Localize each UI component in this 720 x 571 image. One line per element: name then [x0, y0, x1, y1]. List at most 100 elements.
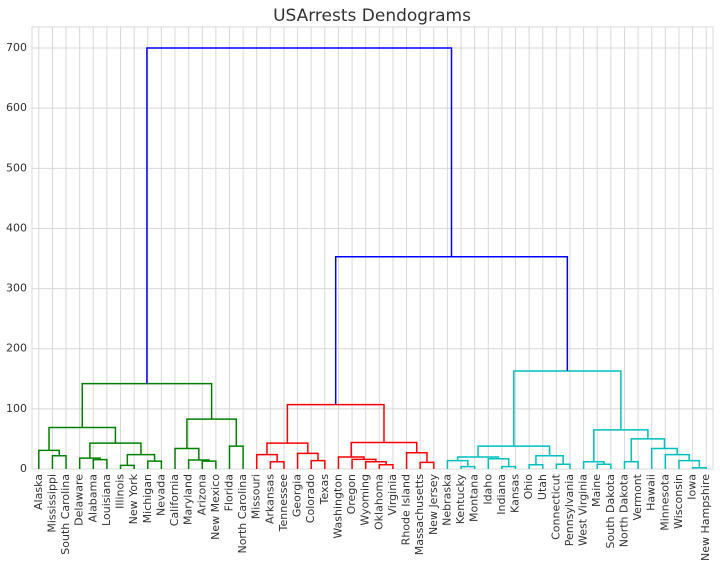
leaf-label: Arizona [195, 474, 208, 515]
leaf-label: Minnesota [658, 474, 671, 531]
link [596, 463, 612, 469]
leaf-label: Rhode Island [400, 474, 413, 545]
leaf-label: Kansas [509, 474, 522, 513]
leaf-label: West Virginia [577, 474, 590, 546]
leaf-label: Alaska [32, 474, 45, 510]
plot-frame [31, 26, 714, 470]
leaf-label: Vermont [631, 473, 644, 520]
leaf-label: Washington [331, 474, 344, 539]
link [228, 445, 244, 469]
leaf-label: New Jersey [427, 474, 440, 536]
link [664, 453, 690, 469]
link [405, 452, 428, 469]
leaf-label: Florida [222, 474, 235, 511]
leaf-label: Hawaii [645, 474, 658, 511]
leaf-label: Colorado [304, 474, 317, 523]
link [364, 461, 387, 469]
link [296, 452, 319, 469]
leaf-label: New Mexico [209, 474, 222, 540]
link [678, 459, 701, 469]
link [186, 418, 238, 449]
link [555, 463, 571, 469]
link [147, 460, 163, 469]
leaf-label: Ohio [522, 474, 535, 500]
link [119, 464, 135, 469]
leaf-label: Montana [468, 474, 481, 522]
leaf-label: Delaware [73, 474, 86, 526]
link [146, 47, 453, 384]
link [456, 456, 500, 461]
leaf-label: Alabama [86, 474, 99, 523]
leaf-label: Connecticut [549, 473, 562, 540]
link [351, 458, 377, 469]
leaf-label: South Dakota [604, 474, 617, 548]
y-tick-label: 300 [6, 282, 27, 295]
link [51, 455, 67, 469]
link [582, 461, 605, 469]
link [89, 442, 142, 459]
y-tick-label: 700 [6, 41, 27, 54]
leaf-label: Utah [536, 474, 549, 500]
leaf-label: Georgia [291, 474, 304, 517]
leaf-label: Massachusetts [413, 474, 426, 556]
leaf-label: California [168, 474, 181, 526]
link [378, 464, 394, 469]
link [187, 459, 210, 469]
leaf-label: New York [127, 473, 140, 524]
leaf-label: North Carolina [236, 474, 249, 554]
link [286, 403, 385, 444]
leaf-label: Indiana [495, 474, 508, 515]
leaf-label: Illinois [114, 474, 127, 509]
leaf-label: South Carolina [59, 474, 72, 555]
link [310, 459, 326, 469]
link [419, 461, 435, 469]
leaf-label: Mississippi [45, 474, 58, 533]
leaf-label: New Hampshire [699, 474, 712, 561]
leaf-label: Nevada [154, 474, 167, 516]
leaf-label: Arkansas [263, 474, 276, 524]
link [460, 465, 476, 469]
link [337, 456, 365, 469]
leaf-label: North Dakota [617, 474, 630, 547]
link [126, 453, 156, 466]
leaf-label: Oregon [345, 474, 358, 514]
leaf-label: Maryland [182, 474, 195, 525]
link [487, 458, 510, 469]
link [334, 255, 569, 405]
y-tick-label: 400 [6, 221, 27, 234]
leaf-label: Louisiana [100, 474, 113, 526]
link [174, 447, 200, 469]
leaf-label: Iowa [686, 474, 699, 500]
leaf-label: Virginia [386, 474, 399, 515]
leaf-label: Missouri [250, 474, 263, 519]
leaf-label: Wyoming [359, 474, 372, 526]
link [48, 426, 117, 451]
y-tick-label: 0 [20, 462, 27, 475]
leaf-label: Oklahoma [372, 474, 385, 530]
link [650, 447, 678, 469]
leaf-label: Nebraska [440, 474, 453, 526]
link [201, 460, 217, 469]
link [593, 429, 649, 462]
leaf-label: Pennsylvania [563, 474, 576, 546]
y-tick-label: 100 [6, 402, 27, 415]
leaf-label: Wisconsin [672, 474, 685, 529]
link [269, 461, 285, 469]
link [446, 459, 469, 469]
link [528, 464, 544, 469]
leaf-label: Michigan [141, 474, 154, 523]
link [92, 458, 108, 469]
y-tick-label: 600 [6, 101, 27, 114]
link [501, 465, 517, 469]
y-tick-label: 500 [6, 161, 27, 174]
link [266, 442, 309, 455]
link [623, 461, 639, 469]
leaf-label: Tennessee [277, 474, 290, 533]
link [535, 455, 564, 465]
leaf-label: Maine [590, 474, 603, 507]
chart-title: USArrests Dendograms [273, 6, 471, 26]
y-tick-label: 200 [6, 342, 27, 355]
link [630, 438, 666, 462]
leaf-label: Kentucky [454, 474, 467, 525]
